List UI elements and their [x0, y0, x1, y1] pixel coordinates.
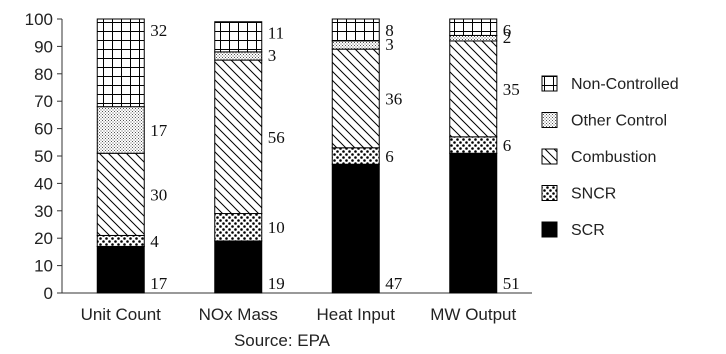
bar-segment-combustion-unit-count [96, 152, 145, 236]
y-axis: 0 10 20 30 40 50 60 70 80 90 100 [25, 10, 532, 303]
data-label-scr-heat-input: 47 [385, 274, 403, 293]
bar-segment-scr-mw-output [449, 152, 498, 294]
bar-segment-non-controlled-mw-output [449, 18, 498, 36]
y-tick-label: 0 [44, 284, 53, 303]
data-label-other-control-mw-output: 2 [503, 28, 512, 47]
data-label-other-control-heat-input: 3 [385, 35, 394, 54]
x-category-label-heat-input: Heat Input [317, 305, 396, 324]
legend: Non-Controlled Other Control Combustion SNC… [541, 75, 679, 239]
bar-segment-combustion-nox-mass [214, 59, 263, 215]
y-tick-label: 30 [34, 202, 53, 221]
y-tick-label: 20 [34, 229, 53, 248]
bar-segment-scr-unit-count [96, 245, 145, 294]
bar-segment-sncr-nox-mass [214, 213, 263, 242]
y-tick-label: 90 [34, 37, 53, 56]
bar-segment-non-controlled-unit-count [96, 18, 145, 108]
data-label-scr-nox-mass: 19 [268, 274, 285, 293]
data-label-scr-unit-count: 17 [150, 274, 168, 293]
x-category-label-unit-count: Unit Count [81, 305, 162, 324]
legend-swatch-scr [541, 221, 558, 238]
data-label-combustion-nox-mass: 56 [268, 128, 285, 147]
bar-segment-scr-nox-mass [214, 240, 263, 294]
y-tick-label: 50 [34, 147, 53, 166]
bar-segment-other-control-heat-input [331, 40, 380, 50]
bar-segment-other-control-nox-mass [214, 51, 263, 61]
data-label-non-controlled-nox-mass: 11 [268, 24, 284, 43]
legend-label-sncr: SNCR [571, 186, 616, 203]
data-label-non-controlled-mw-output: 6 [503, 21, 512, 40]
data-label-sncr-nox-mass: 10 [268, 218, 285, 237]
data-label-combustion-mw-output: 35 [503, 80, 520, 99]
x-category-label-mw-output: MW Output [430, 305, 516, 324]
bar-segment-scr-heat-input [331, 163, 380, 294]
legend-label-scr: SCR [571, 222, 605, 239]
legend-label-non-controlled: Non-Controlled [571, 76, 679, 93]
y-tick-label: 60 [34, 120, 53, 139]
y-tick-label: 80 [34, 65, 53, 84]
legend-swatch-other-control [541, 112, 558, 128]
legend-swatch-sncr [541, 185, 558, 201]
source-label: Source: EPA [234, 331, 331, 350]
bar-segment-combustion-heat-input [331, 48, 380, 149]
legend-label-other-control: Other Control [571, 113, 667, 130]
bar-segment-other-control-mw-output [449, 34, 498, 42]
y-tick-label: 10 [34, 257, 53, 276]
data-label-non-controlled-unit-count: 32 [150, 21, 167, 40]
bar-segment-sncr-heat-input [331, 147, 380, 165]
y-tick-label: 40 [34, 174, 53, 193]
data-label-non-controlled-heat-input: 8 [385, 21, 394, 40]
bar-segment-combustion-mw-output [449, 40, 498, 138]
bar-segment-non-controlled-heat-input [331, 18, 380, 42]
data-label-combustion-heat-input: 36 [385, 89, 402, 108]
data-label-other-control-unit-count: 17 [150, 121, 168, 140]
bars [96, 18, 498, 294]
x-axis-labels: Unit Count NOx Mass Heat Input MW Output [81, 305, 517, 324]
bar-segment-sncr-mw-output [449, 136, 498, 154]
y-tick-label: 70 [34, 92, 53, 111]
bar-segment-non-controlled-nox-mass [214, 21, 263, 53]
data-label-sncr-heat-input: 6 [385, 147, 394, 166]
x-category-label-nox-mass: NOx Mass [199, 305, 278, 324]
bar-segment-sncr-unit-count [96, 234, 145, 247]
y-tick-label: 100 [25, 10, 53, 29]
legend-swatch-non-controlled [541, 75, 558, 92]
bar-segment-other-control-unit-count [96, 106, 145, 154]
data-label-sncr-mw-output: 6 [503, 136, 512, 155]
legend-swatch-combustion [541, 148, 558, 165]
data-label-sncr-unit-count: 4 [150, 232, 159, 251]
data-label-other-control-nox-mass: 3 [268, 46, 277, 65]
legend-label-combustion: Combustion [571, 149, 656, 166]
data-label-combustion-unit-count: 30 [150, 185, 167, 204]
data-label-scr-mw-output: 51 [503, 274, 520, 293]
